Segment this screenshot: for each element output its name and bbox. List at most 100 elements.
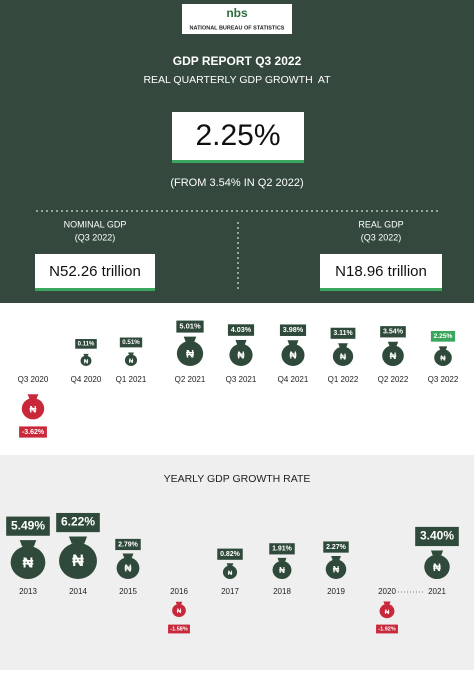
currency-symbol: ₦ — [84, 359, 89, 365]
money-bag — [226, 563, 234, 566]
value-box — [75, 339, 97, 349]
value-label: 3.11% — [333, 330, 352, 337]
value-label: 5.01% — [179, 322, 201, 331]
money-bag — [128, 352, 134, 355]
value-box — [227, 324, 255, 336]
currency-symbol: ₦ — [72, 552, 84, 570]
money-bag — [434, 349, 452, 366]
money-bag — [175, 601, 183, 605]
logo: nbs — [226, 6, 248, 20]
period-label: Q2 2022 — [378, 375, 409, 384]
money-bag — [424, 554, 450, 579]
value-box — [269, 543, 295, 555]
value-box — [430, 330, 456, 342]
real-value: N18.96 trillion — [335, 263, 427, 280]
money-bag — [68, 536, 88, 544]
year-label: 2020 — [378, 587, 396, 596]
currency-symbol: ₦ — [289, 351, 296, 362]
nominal-underline — [35, 288, 155, 291]
money-bag — [332, 346, 354, 366]
nominal-period: (Q3 2022) — [75, 232, 116, 242]
money-bag — [272, 560, 292, 579]
period-label: Q3 2020 — [18, 375, 49, 384]
headline-box — [172, 112, 304, 162]
value-label: 3.40% — [420, 529, 454, 543]
currency-symbol: ₦ — [237, 351, 245, 362]
value-label: 0.11% — [78, 341, 95, 347]
money-bag — [27, 394, 39, 399]
money-bag — [83, 353, 89, 356]
money-bag — [229, 343, 253, 366]
value-box — [19, 426, 47, 438]
money-bag — [438, 346, 448, 350]
money-bag — [80, 355, 92, 366]
money-bag — [21, 398, 45, 420]
value-label: 2.27% — [326, 544, 347, 551]
year-label: 2013 — [19, 587, 37, 596]
money-bag — [10, 545, 46, 579]
value-label: -3.62% — [22, 429, 45, 436]
value-label: 3.54% — [383, 329, 404, 336]
value-box — [168, 624, 190, 634]
value-box — [56, 512, 100, 533]
period-label: Q4 2020 — [71, 375, 102, 384]
currency-symbol: ₦ — [433, 562, 441, 574]
currency-symbol: ₦ — [228, 571, 233, 577]
value-label: 4.03% — [231, 325, 252, 334]
headline-value: 2.25% — [195, 119, 280, 152]
money-bag — [430, 550, 444, 556]
value-label: -1.92% — [378, 626, 396, 632]
value-box — [217, 548, 243, 560]
real-period: (Q3 2022) — [361, 232, 402, 242]
organization: NATIONAL BUREAU OF STATISTICS — [190, 25, 285, 31]
money-bag — [183, 336, 197, 342]
value-box — [115, 538, 141, 551]
currency-symbol: ₦ — [30, 404, 37, 415]
money-bag — [281, 344, 305, 366]
period-label: Q3 2022 — [428, 375, 459, 384]
money-bag — [338, 343, 348, 348]
money-bag — [222, 565, 238, 579]
money-bag — [287, 340, 299, 345]
nominal-box — [35, 254, 155, 290]
money-bag — [176, 340, 204, 366]
money-bag — [235, 340, 247, 345]
value-box — [380, 326, 406, 338]
money-bag — [124, 354, 138, 366]
value-box — [6, 516, 50, 536]
subtitle: REAL QUARTERLY GDP GROWTH AT — [143, 74, 331, 86]
currency-symbol: ₦ — [186, 348, 194, 360]
yearly-title: YEARLY GDP GROWTH RATE — [164, 473, 311, 485]
real-label: REAL GDP — [358, 219, 403, 229]
value-label: 2.25% — [434, 333, 453, 340]
year-label: 2015 — [119, 587, 137, 596]
money-bag — [19, 540, 37, 547]
currency-symbol: ₦ — [385, 609, 390, 616]
period-label: Q4 2021 — [278, 375, 309, 384]
money-bag — [331, 556, 341, 560]
money-bag — [277, 557, 287, 562]
headline-underline — [172, 160, 304, 163]
value-label: 0.82% — [220, 551, 241, 558]
money-bag — [382, 345, 404, 366]
value-label: 2.79% — [118, 541, 139, 548]
year-label: 2017 — [221, 587, 239, 596]
currency-symbol: ₦ — [440, 354, 446, 363]
real-underline — [320, 288, 442, 291]
value-box — [119, 337, 143, 348]
year-label: 2016 — [170, 587, 188, 596]
value-box — [323, 541, 349, 553]
period-label: Q1 2022 — [328, 375, 359, 384]
money-bag — [116, 557, 140, 579]
nominal-label: NOMINAL GDP — [64, 219, 127, 229]
money-bag — [383, 601, 391, 605]
money-bag — [172, 604, 186, 618]
value-label: 5.49% — [11, 518, 45, 532]
currency-symbol: ₦ — [129, 359, 134, 365]
currency-symbol: ₦ — [124, 564, 131, 575]
comparison: (FROM 3.54% IN Q2 2022) — [170, 177, 303, 189]
value-box — [279, 324, 307, 336]
value-box — [376, 624, 398, 634]
nominal-value: N52.26 trillion — [49, 263, 141, 280]
